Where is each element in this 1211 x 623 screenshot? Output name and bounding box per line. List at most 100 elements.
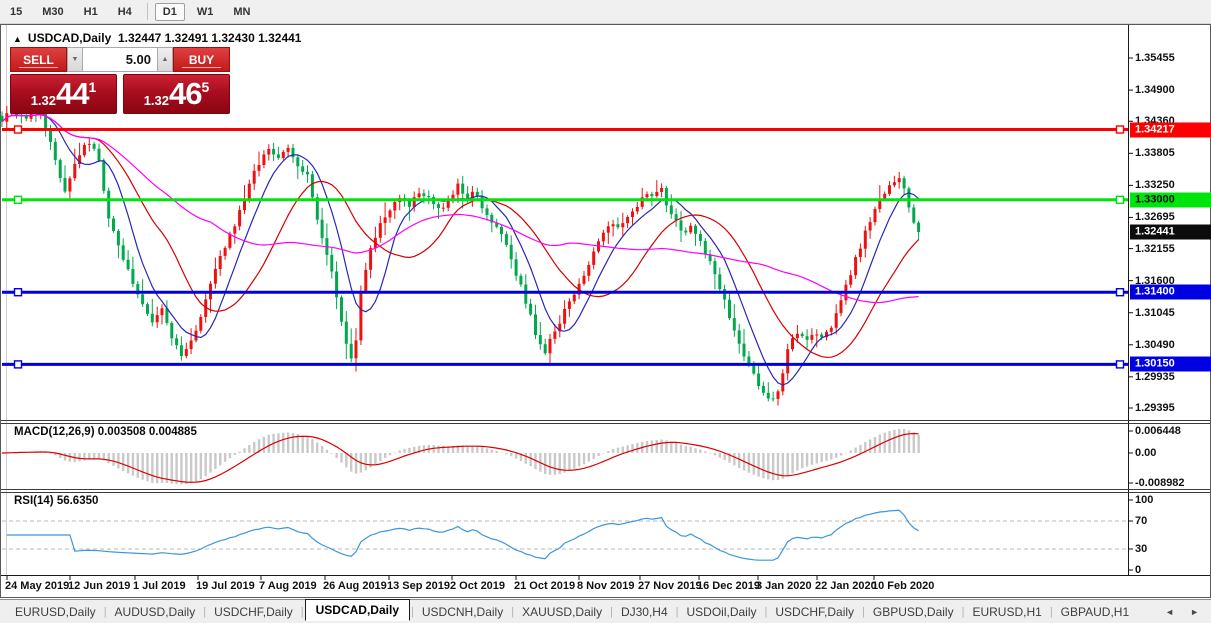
tab-separator: |: [411, 605, 414, 618]
price-line-label-1.33000: 1.33000: [1130, 192, 1211, 208]
chevron-up-icon: ▲: [161, 56, 169, 63]
macd-scale-tick-0.006448: 0.006448: [1135, 425, 1181, 437]
tab-usdcnh-daily[interactable]: USDCNH,Daily: [421, 604, 504, 619]
rsi-scale-tick-70: 70: [1135, 515, 1148, 527]
tab-separator: |: [1049, 605, 1053, 618]
chart-symbol-label: USDCAD,Daily: [27, 31, 112, 45]
price-line-label-1.34217: 1.34217: [1130, 122, 1211, 137]
tab-dj30-h4[interactable]: DJ30,H4: [620, 604, 668, 619]
chart-ohlc-values: 1.32447 1.32491 1.32430 1.32441: [117, 31, 302, 45]
price-axis-tick-1.29395: 1.29395: [1135, 402, 1175, 414]
price-axis-tick-1.32695: 1.32695: [1135, 211, 1175, 224]
buy-price-big: 46: [169, 76, 202, 111]
tab-gbpusd-daily[interactable]: GBPUSD,Daily: [872, 604, 954, 619]
price-axis-tick-1.29935: 1.29935: [1135, 370, 1175, 383]
timeframe-button-d1[interactable]: D1: [154, 2, 185, 21]
date-axis-label: 7 Aug 2019: [259, 580, 317, 592]
date-axis-label: 12 Jun 2019: [68, 580, 131, 592]
date-axis-label: 27 Nov 2019: [638, 580, 702, 592]
volume-increase-button[interactable]: ▲: [157, 47, 173, 72]
tabs-scroll-right-button[interactable]: ►: [1190, 606, 1199, 617]
macd-scale-tick-0.00: 0.00: [1135, 446, 1157, 459]
rsi-scale-tick-0: 0: [1135, 564, 1142, 576]
tabs-scroll-left-button[interactable]: ◄: [1165, 606, 1175, 617]
date-axis-label: 8 Nov 2019: [577, 580, 635, 592]
tab-separator: |: [511, 605, 515, 618]
macd-scale-tick--0.008982: -0.008982: [1135, 477, 1185, 489]
buy-price-prefix: 1.32: [143, 92, 170, 108]
sell-button-label: SELL: [23, 52, 54, 67]
tab-separator: |: [610, 605, 613, 618]
price-axis-tick-1.34900: 1.34900: [1135, 84, 1175, 97]
chevron-down-icon: ▼: [71, 56, 79, 63]
rsi-line: [6, 509, 919, 561]
chart-ohlc-title: ▲ USDCAD,Daily 1.32447 1.32491 1.32430 1.…: [13, 31, 301, 45]
tab-usdoil-daily[interactable]: USDOil,Daily: [686, 604, 757, 619]
date-axis-label: 19 Jul 2019: [196, 580, 255, 592]
tab-audusd-daily[interactable]: AUDUSD,Daily: [114, 604, 196, 619]
price-axis-tick-1.35455: 1.35455: [1135, 52, 1175, 64]
rsi-indicator-label: RSI(14) 56.6350: [14, 495, 99, 507]
sell-price-button[interactable]: 1.32 44 1: [10, 74, 117, 114]
date-axis-label: 24 May 2019: [5, 580, 70, 592]
tab-separator: |: [862, 605, 865, 618]
date-axis-label: 21 Oct 2019: [514, 580, 576, 592]
timeframe-button-mn[interactable]: MN: [233, 5, 251, 18]
tab-eurusd-daily[interactable]: EURUSD,Daily: [15, 604, 96, 619]
buy-price-button[interactable]: 1.32 46 5: [123, 74, 230, 114]
date-axis-label: 22 Jan 2020: [815, 580, 877, 592]
hline-handle[interactable]: [13, 288, 23, 297]
price-axis-tick-1.33805: 1.33805: [1135, 147, 1175, 160]
date-axis-label: 2 Oct 2019: [450, 580, 506, 592]
current-price-label: 1.32441: [1130, 224, 1211, 240]
hline-handle[interactable]: [13, 195, 23, 205]
tab-eurusd-h1[interactable]: EURUSD,H1: [972, 604, 1042, 619]
hline-handle[interactable]: [1115, 195, 1125, 205]
tab-usdchf-daily[interactable]: USDCHF,Daily: [775, 604, 855, 619]
timeframe-button-w1[interactable]: W1: [196, 5, 214, 18]
volume-input[interactable]: [83, 47, 157, 72]
moving-average-fast: [1, 113, 919, 386]
price-line-label-1.31400: 1.31400: [1130, 284, 1211, 300]
sell-button[interactable]: SELL: [10, 47, 67, 72]
price-line-label-1.30150: 1.30150: [1130, 356, 1211, 372]
tab-xauusd-daily[interactable]: XAUUSD,Daily: [522, 604, 603, 619]
buy-button-label: BUY: [188, 52, 215, 67]
date-axis-label: 3 Jan 2020: [756, 580, 812, 592]
sell-price-prefix: 1.32: [30, 92, 57, 108]
date-axis-label: 1 Jul 2019: [133, 580, 186, 592]
tab-usdcad-daily[interactable]: USDCAD,Daily: [304, 599, 410, 621]
tab-separator: |: [300, 605, 304, 618]
toolbar-separator: [146, 3, 148, 20]
collapse-icon[interactable]: ▲: [13, 34, 22, 44]
date-axis-label: 26 Aug 2019: [323, 580, 387, 592]
tab-separator: |: [675, 605, 679, 618]
hline-handle[interactable]: [13, 125, 23, 134]
price-axis-tick-1.30490: 1.30490: [1135, 338, 1175, 351]
timeframe-button-h1[interactable]: H1: [83, 5, 98, 18]
sell-price-big: 44: [56, 76, 89, 111]
tab-gbpaud-h1[interactable]: GBPAUD,H1: [1060, 604, 1130, 619]
buy-button[interactable]: BUY: [173, 47, 230, 72]
tab-usdchf-daily[interactable]: USDCHF,Daily: [214, 604, 293, 619]
date-axis-label: 16 Dec 2019: [697, 580, 760, 592]
timeframe-button-15[interactable]: 15: [10, 5, 23, 18]
rsi-scale-tick-100: 100: [1135, 494, 1154, 506]
moving-average-medium: [1, 114, 920, 358]
tab-separator: |: [961, 605, 965, 618]
hline-handle[interactable]: [13, 360, 23, 369]
volume-decrease-button[interactable]: ▼: [67, 47, 83, 72]
hline-handle[interactable]: [1115, 360, 1125, 369]
date-axis-label: 13 Sep 2019: [387, 580, 450, 592]
price-axis-tick-1.33250: 1.33250: [1135, 179, 1175, 192]
hline-handle[interactable]: [1115, 288, 1125, 297]
date-axis-label: 10 Feb 2020: [872, 580, 935, 592]
sell-price-pip: 1: [88, 79, 97, 95]
timeframe-button-m30[interactable]: M30: [42, 5, 64, 18]
buy-price-pip: 5: [201, 79, 210, 95]
rsi-scale-tick-30: 30: [1135, 543, 1148, 555]
timeframe-button-h4[interactable]: H4: [117, 5, 132, 18]
hline-handle[interactable]: [1115, 125, 1125, 134]
